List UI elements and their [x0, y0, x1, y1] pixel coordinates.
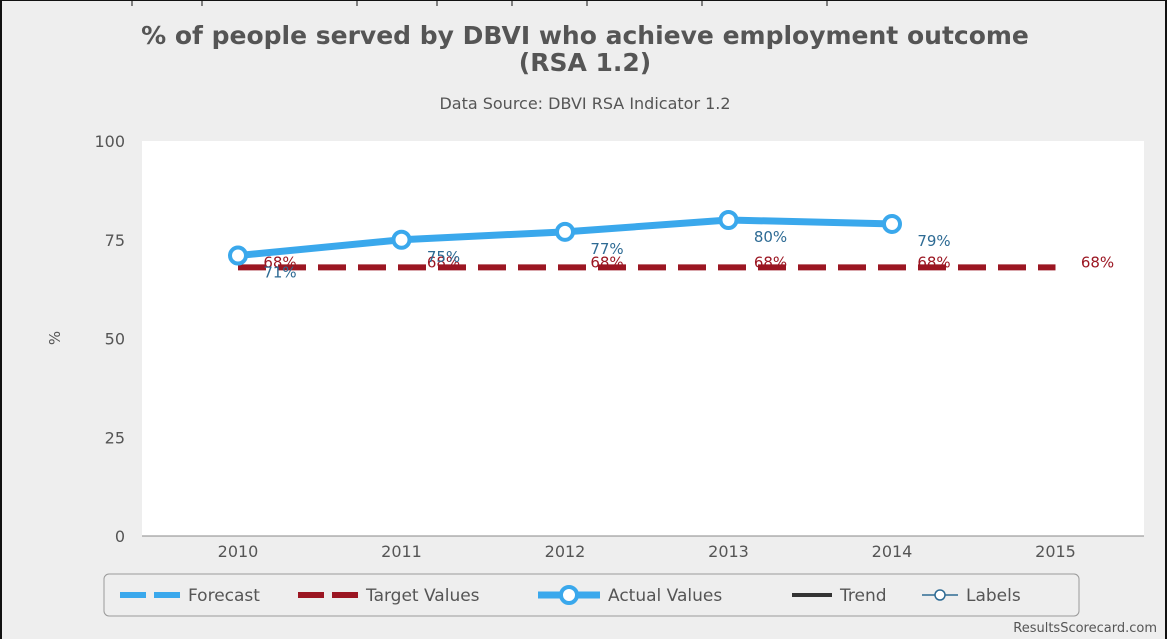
x-tick-label: 2013 [708, 542, 749, 561]
x-axis-ticks: 2010 2011 2012 2013 2014 2015 [218, 542, 1076, 561]
legend-marker-4 [934, 589, 946, 601]
actual-value-point [882, 213, 902, 234]
x-tick-label: 2010 [218, 542, 259, 561]
actual-value-label: 75% [427, 248, 460, 266]
target-value-label: 68% [590, 253, 623, 271]
legend-label-4: Labels [966, 586, 1021, 606]
legend-marker-2 [559, 585, 579, 605]
target-value-label: 68% [917, 253, 950, 271]
y-axis-label: % [46, 331, 64, 345]
legend-label-2: Actual Values [608, 586, 722, 606]
y-tick-label: 100 [94, 132, 125, 151]
legend-label-0: Forecast [188, 586, 260, 606]
x-tick-label: 2012 [545, 542, 586, 561]
legend: Forecast Target Values Actual Values Trend L… [120, 585, 1021, 606]
y-tick-label: 0 [115, 527, 125, 546]
actual-value-point [391, 229, 412, 250]
y-tick-label: 75 [105, 231, 125, 250]
data-labels: 68% 68% 68% 68% 68% 68%71%75% 77%80% 79% [263, 228, 1114, 282]
x-tick-label: 2014 [872, 542, 913, 561]
y-tick-label: 25 [105, 428, 125, 447]
actual-values-series [228, 210, 902, 266]
actual-value-point [718, 210, 739, 230]
actual-value-label: 71% [263, 264, 296, 282]
x-tick-label: 2015 [1035, 542, 1076, 561]
target-value-label: 68% [754, 253, 787, 271]
legend-label-3: Trend [839, 586, 887, 606]
y-tick-label: 50 [105, 330, 125, 349]
x-tick-label: 2011 [381, 542, 422, 561]
actual-value-point [555, 221, 575, 242]
top-grid-strip [2, 0, 1167, 6]
actual-value-label: 80% [754, 228, 787, 246]
target-value-label: 68% [263, 253, 296, 271]
actual-value-label: 77% [590, 240, 623, 258]
chart-title-line-1: % of people served by DBVI who achieve e… [141, 21, 1029, 50]
chart-title-line-2: (RSA 1.2) [519, 48, 651, 77]
actual-value-label: 79% [917, 232, 950, 250]
actual-value-point [228, 245, 248, 266]
target-value-label: 68% [427, 253, 460, 271]
target-value-label: 68% [1081, 253, 1114, 271]
y-axis-ticks: 0 25 50 75 100 [94, 132, 125, 546]
chart-subtitle: Data Source: DBVI RSA Indicator 1.2 [439, 94, 730, 113]
plot-area [142, 141, 1144, 536]
legend-label-1: Target Values [365, 586, 480, 606]
credit-text: ResultsScorecard.com [1013, 621, 1157, 636]
